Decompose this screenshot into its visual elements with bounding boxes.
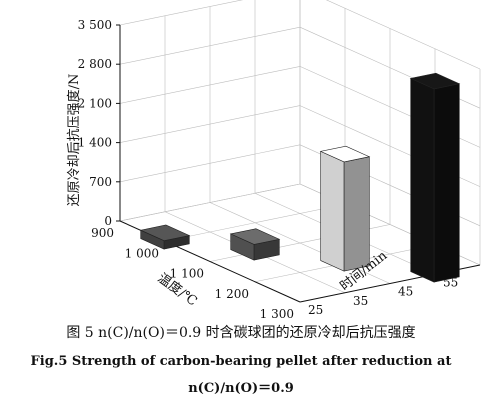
chart: 0 700 1 400 2 100 2 800 3 500 900 1 000 1 100 1 2… xyxy=(66,0,481,318)
bar xyxy=(229,228,281,261)
z-tick-label: 0 xyxy=(104,214,112,228)
x-tick-label: 900 xyxy=(91,226,114,240)
y-tick-label: 35 xyxy=(353,294,368,308)
z-tick-label: 2 100 xyxy=(78,96,112,110)
bar-top-face xyxy=(409,72,461,90)
bar-top-face xyxy=(319,145,371,163)
bar xyxy=(319,145,371,272)
figure-caption-chinese: 图 5 n(C)/n(O)＝0.9 时含碳球团的还原冷却后抗压强度 xyxy=(66,325,416,341)
bar-top-face xyxy=(139,224,191,242)
x-tick-label: 1 300 xyxy=(260,307,294,318)
y-tick-label: 25 xyxy=(308,303,323,317)
bar xyxy=(139,224,191,250)
bar-side-face xyxy=(433,83,460,283)
bar-front-face xyxy=(320,150,345,272)
z-tick-label: 700 xyxy=(89,175,112,189)
bar-top-face xyxy=(229,228,281,245)
x-tick-label: 1 100 xyxy=(170,267,204,281)
floor-gridline-time xyxy=(209,202,391,284)
bar-front-face xyxy=(410,77,435,283)
figure-caption-english-line2: n(C)/n(O)＝0.9 xyxy=(188,381,294,396)
x-tick-label: 1 000 xyxy=(125,246,159,260)
z-tick-label: 1 400 xyxy=(78,136,112,150)
z-axis-label: 还原冷却后抗压强度/N xyxy=(66,74,82,207)
z-tick-label: 3 500 xyxy=(78,18,112,32)
bar xyxy=(409,72,461,283)
x-tick-label: 1 200 xyxy=(215,287,249,301)
tick-labels: 0 700 1 400 2 100 2 800 3 500 900 1 000 1 100 1 2… xyxy=(78,18,459,318)
z-tick-label: 2 800 xyxy=(78,57,112,71)
figure-caption-english-line1: Fig.5 Strength of carbon-bearing pellet … xyxy=(30,354,452,369)
bars xyxy=(139,72,461,283)
bar-side-face xyxy=(343,156,370,272)
y-tick-label: 45 xyxy=(398,285,413,299)
